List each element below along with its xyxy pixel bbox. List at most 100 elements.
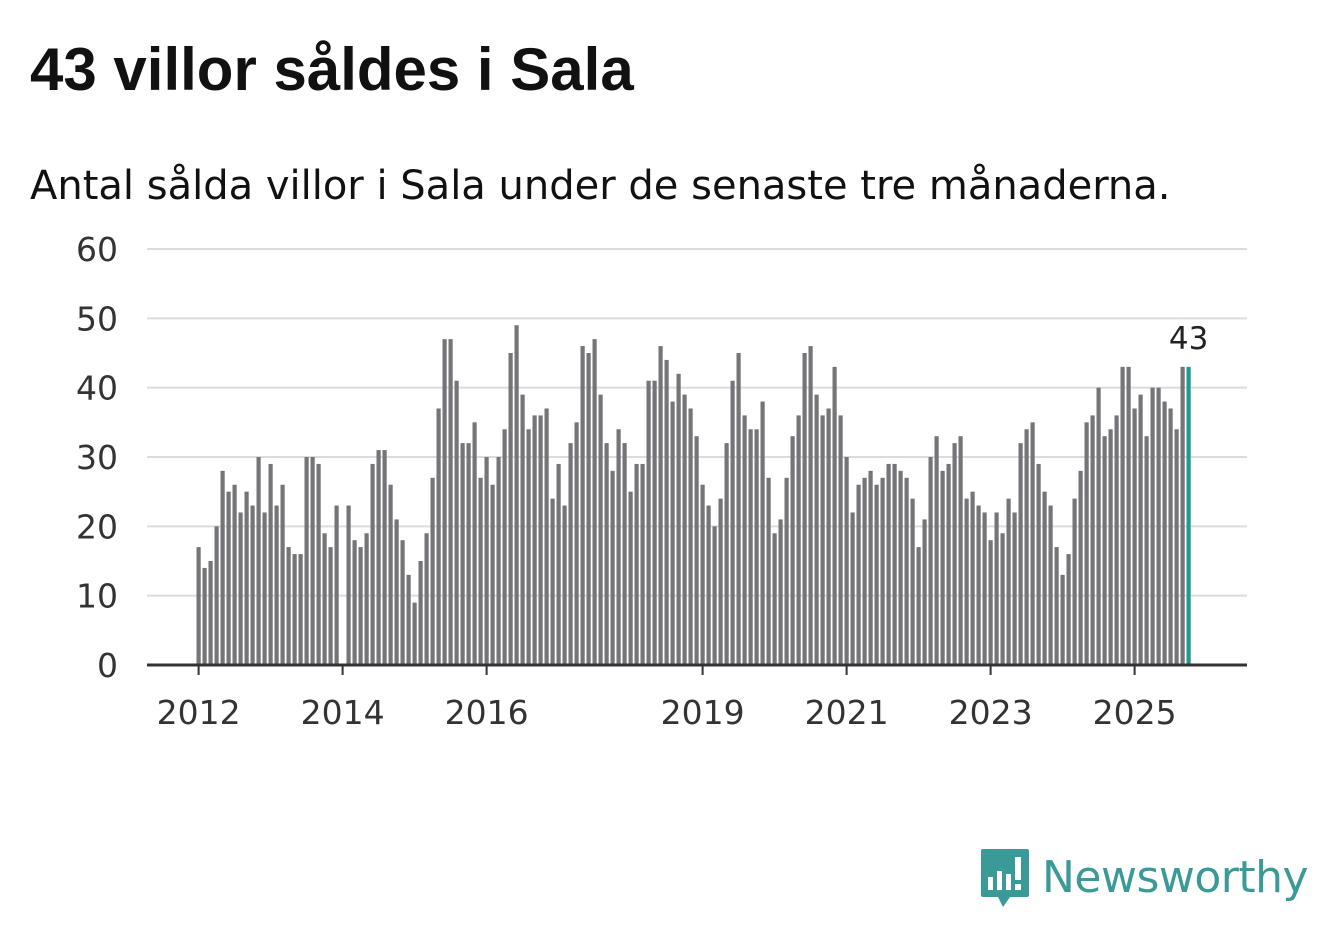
bar <box>910 498 915 665</box>
bar <box>310 457 315 665</box>
bar <box>1084 422 1089 665</box>
bar <box>316 463 321 665</box>
bar <box>904 477 909 665</box>
x-tick-label: 2021 <box>805 693 889 732</box>
bar <box>412 602 417 665</box>
bar <box>520 394 525 665</box>
bar <box>760 401 765 665</box>
y-tick-label: 40 <box>76 369 118 408</box>
bar <box>922 519 927 665</box>
y-tick-label: 60 <box>76 230 118 269</box>
x-tick-label: 2014 <box>301 693 385 732</box>
bar <box>442 339 447 665</box>
x-tick-label: 2023 <box>949 693 1033 732</box>
bar <box>628 491 633 665</box>
bar <box>1138 394 1143 665</box>
bar <box>1150 387 1155 665</box>
bar <box>490 484 495 665</box>
bar <box>598 394 603 665</box>
bar <box>532 415 537 665</box>
bar <box>550 498 555 665</box>
bar <box>982 512 987 665</box>
bar <box>670 401 675 665</box>
bar <box>1012 512 1017 665</box>
bar <box>280 484 285 665</box>
bar <box>622 443 627 665</box>
bar <box>436 408 441 665</box>
bar <box>784 477 789 665</box>
bar <box>1090 415 1095 665</box>
bar <box>1072 498 1077 665</box>
bar <box>688 408 693 665</box>
bar <box>1036 463 1041 665</box>
bar <box>448 339 453 665</box>
bar <box>298 554 303 665</box>
bar <box>268 463 273 665</box>
bar <box>250 505 255 665</box>
bar <box>604 443 609 665</box>
bar <box>466 443 471 665</box>
bar <box>766 477 771 665</box>
bar <box>454 380 459 665</box>
bar <box>1162 401 1167 665</box>
bar-highlight <box>1186 366 1191 665</box>
bar <box>1132 408 1137 665</box>
bar <box>748 429 753 665</box>
bar <box>238 512 243 665</box>
bar <box>418 561 423 665</box>
bar <box>364 533 369 665</box>
bar <box>472 422 477 665</box>
chart-title: 43 villor såldes i Sala <box>30 36 634 103</box>
bar <box>1114 415 1119 665</box>
bar <box>352 540 357 665</box>
bar <box>700 484 705 665</box>
bar <box>856 484 861 665</box>
bar <box>1018 443 1023 665</box>
bar <box>394 519 399 665</box>
bar <box>502 429 507 665</box>
bar-chart-speech-bubble-icon <box>981 849 1029 907</box>
bar <box>400 540 405 665</box>
bar <box>370 463 375 665</box>
bar <box>826 408 831 665</box>
bar <box>208 561 213 665</box>
bar <box>958 436 963 665</box>
y-tick-label: 0 <box>97 646 118 685</box>
bar <box>556 463 561 665</box>
bar <box>730 380 735 665</box>
bar <box>484 457 489 665</box>
bar <box>1030 422 1035 665</box>
bar <box>802 353 807 665</box>
bar <box>892 463 897 665</box>
y-tick-label: 10 <box>76 577 118 616</box>
bar <box>898 470 903 665</box>
bar <box>328 547 333 665</box>
bar <box>232 484 237 665</box>
bar <box>406 574 411 665</box>
bar <box>580 346 585 665</box>
bar <box>1048 505 1053 665</box>
x-tick-label: 2016 <box>445 693 529 732</box>
bar <box>640 463 645 665</box>
bar <box>1144 436 1149 665</box>
brand-name: Newsworthy <box>1042 852 1309 903</box>
bar <box>304 457 309 665</box>
bar <box>568 443 573 665</box>
bar <box>496 457 501 665</box>
bar <box>286 547 291 665</box>
x-tick-label: 2019 <box>661 693 745 732</box>
y-tick-label: 50 <box>76 299 118 338</box>
bar <box>862 477 867 665</box>
bar <box>334 505 339 665</box>
bar <box>682 394 687 665</box>
bar <box>706 505 711 665</box>
y-tick-label: 30 <box>76 438 118 477</box>
x-tick-label: 2025 <box>1093 693 1177 732</box>
bar <box>244 491 249 665</box>
bar <box>592 339 597 665</box>
bar <box>790 436 795 665</box>
bar <box>376 450 381 665</box>
bar <box>820 415 825 665</box>
bar <box>778 519 783 665</box>
bar <box>838 415 843 665</box>
